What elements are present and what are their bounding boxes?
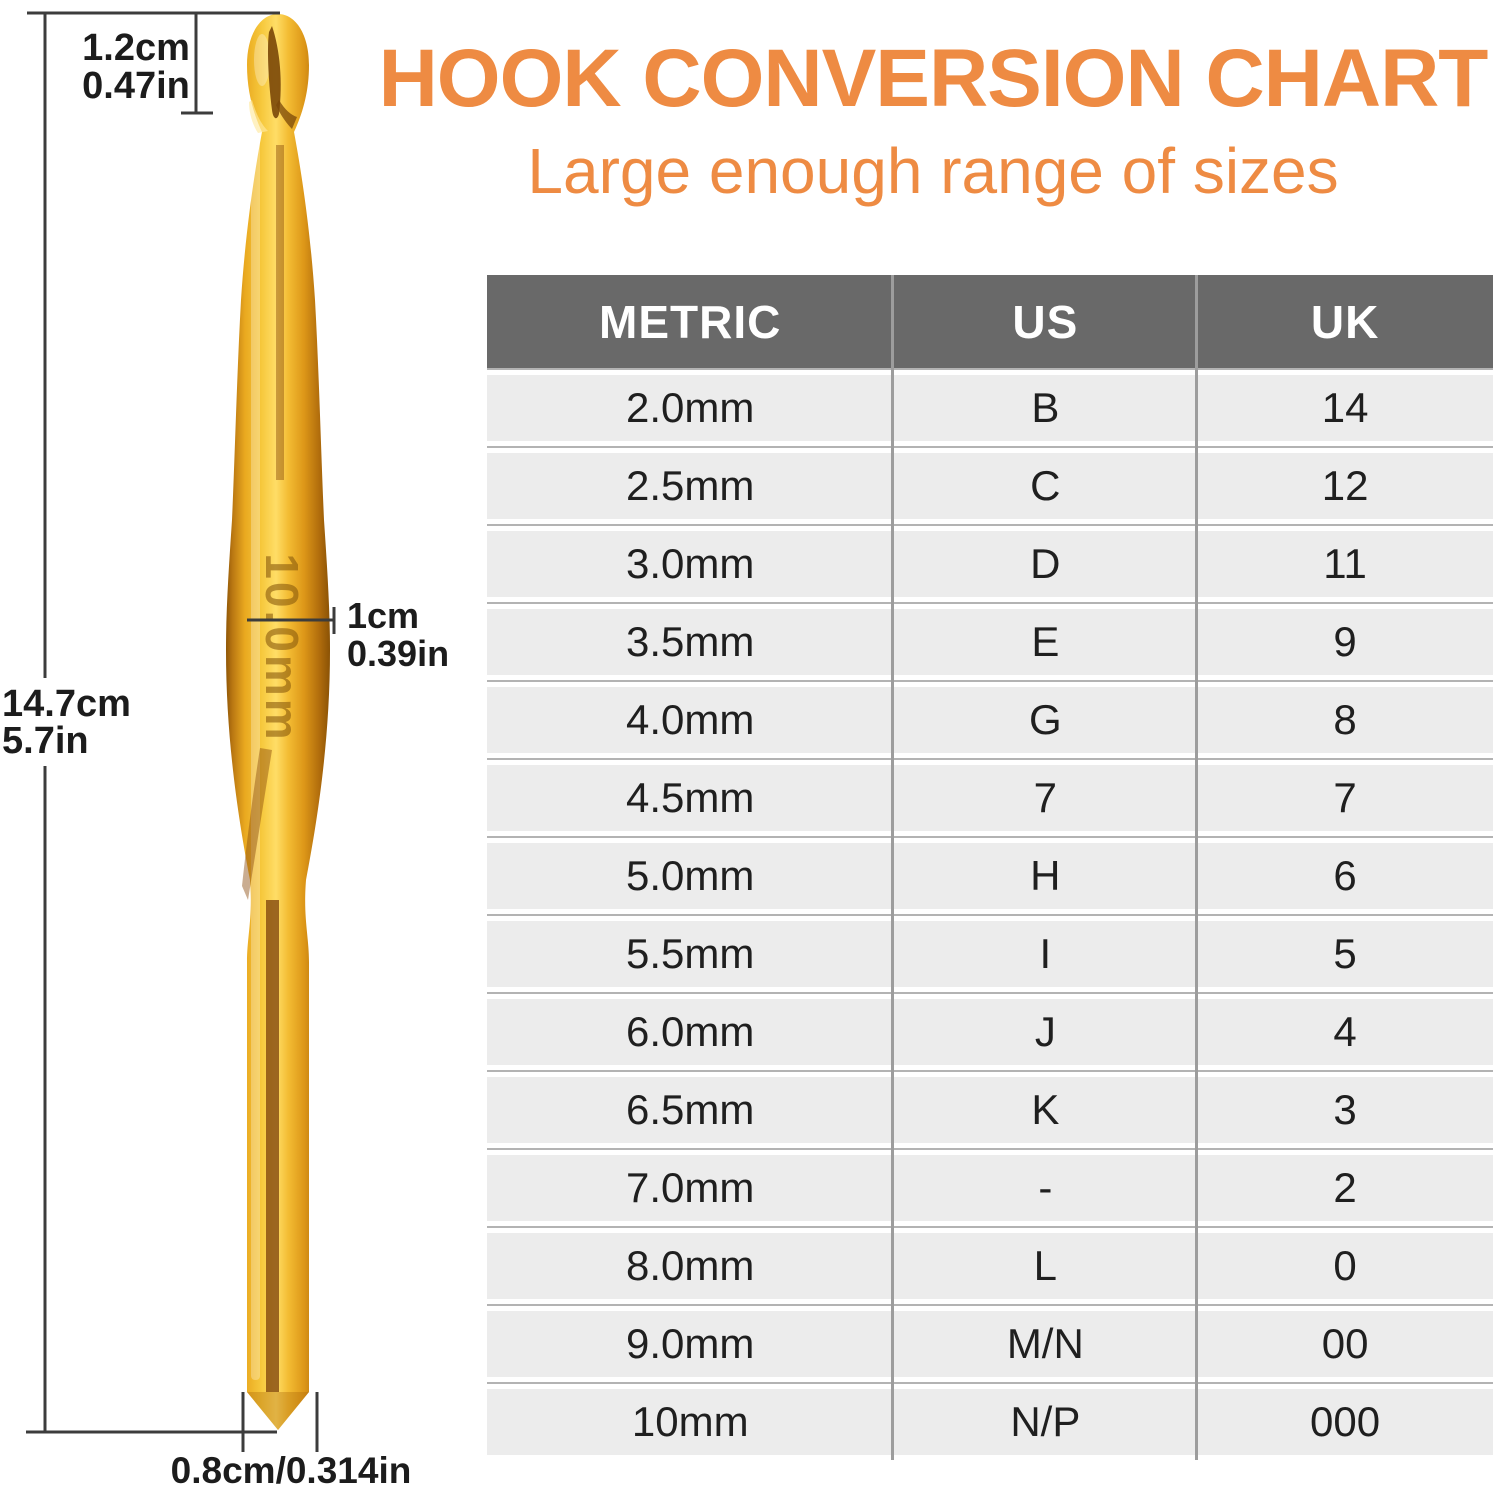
uk-cell: 000 bbox=[1310, 1398, 1381, 1445]
metric-cell: 6.5mm bbox=[626, 1086, 755, 1133]
uk-cell: 2 bbox=[1333, 1164, 1357, 1211]
us-cell: B bbox=[1031, 384, 1060, 431]
total-length-cm-label: 14.7cm bbox=[2, 683, 131, 725]
uk-cell: 4 bbox=[1333, 1008, 1357, 1055]
us-cell: D bbox=[1030, 540, 1061, 587]
table-row: 4.0mm G 8 bbox=[487, 680, 1493, 758]
tip-shading bbox=[247, 1392, 309, 1430]
table-row: 8.0mm L 0 bbox=[487, 1226, 1493, 1304]
table-row: 2.0mm B 14 bbox=[487, 368, 1493, 446]
uk-cell: 11 bbox=[1323, 540, 1367, 587]
metric-cell: 7.0mm bbox=[626, 1164, 755, 1211]
table-row: 10mm N/P 000 bbox=[487, 1382, 1493, 1460]
us-cell: 7 bbox=[1033, 774, 1057, 821]
crochet-hook-illustration: 10.0mm bbox=[226, 14, 330, 1430]
table-row: 6.5mm K 3 bbox=[487, 1070, 1493, 1148]
metric-cell: 4.0mm bbox=[626, 696, 755, 743]
grip-width-in-label: 0.39in bbox=[347, 633, 449, 674]
table-row: 5.0mm H 6 bbox=[487, 836, 1493, 914]
hook-slit-fork bbox=[276, 100, 297, 129]
us-cell: C bbox=[1030, 462, 1061, 509]
metric-cell: 5.5mm bbox=[626, 930, 755, 977]
table-row: 5.5mm I 5 bbox=[487, 914, 1493, 992]
table-row: 9.0mm M/N 00 bbox=[487, 1304, 1493, 1382]
table-row: 4.5mm 7 7 bbox=[487, 758, 1493, 836]
uk-cell: 3 bbox=[1333, 1086, 1357, 1133]
dimension-labels: 1.2cm 0.47in 14.7cm 5.7in 1cm 0.39in 0.8… bbox=[2, 27, 449, 1491]
metric-cell: 9.0mm bbox=[626, 1320, 755, 1367]
page-title: HOOK CONVERSION CHART bbox=[378, 33, 1489, 124]
us-cell: G bbox=[1028, 696, 1062, 743]
metric-cell: 3.0mm bbox=[626, 540, 755, 587]
table-row: 2.5mm C 12 bbox=[487, 446, 1493, 524]
table-row: 6.0mm J 4 bbox=[487, 992, 1493, 1070]
us-cell: K bbox=[1031, 1086, 1060, 1133]
table-row: 7.0mm - 2 bbox=[487, 1148, 1493, 1226]
head-length-cm-label: 1.2cm bbox=[82, 27, 190, 69]
lower-shaft-streak bbox=[266, 900, 279, 1392]
head-highlight bbox=[254, 34, 270, 86]
hook-highlight bbox=[251, 140, 260, 1380]
us-cell: M/N bbox=[1006, 1320, 1084, 1367]
title-block: HOOK CONVERSION CHART Large enough range… bbox=[372, 33, 1494, 207]
metric-cell: 10mm bbox=[631, 1398, 749, 1445]
table-row: 3.5mm E 9 bbox=[487, 602, 1493, 680]
us-cell: N/P bbox=[1010, 1398, 1081, 1445]
us-cell: J bbox=[1034, 1008, 1056, 1055]
uk-cell: 9 bbox=[1333, 618, 1357, 665]
column-header-us: US bbox=[1012, 295, 1079, 348]
uk-cell: 0 bbox=[1333, 1242, 1357, 1289]
page-subtitle: Large enough range of sizes bbox=[527, 135, 1339, 207]
head-length-in-label: 0.47in bbox=[82, 65, 190, 107]
upper-shaft-streak bbox=[276, 145, 284, 480]
uk-cell: 7 bbox=[1333, 774, 1357, 821]
metric-cell: 2.5mm bbox=[626, 462, 755, 509]
engraved-size-label: 10.0mm bbox=[256, 553, 308, 742]
uk-cell: 5 bbox=[1333, 930, 1357, 977]
metric-cell: 3.5mm bbox=[626, 618, 755, 665]
uk-cell: 12 bbox=[1321, 462, 1369, 509]
grip-shadow bbox=[242, 748, 272, 900]
us-cell: - bbox=[1038, 1164, 1053, 1211]
column-divider-1 bbox=[891, 275, 895, 1460]
column-header-uk: UK bbox=[1310, 295, 1380, 348]
hook-body bbox=[226, 14, 330, 1430]
table-header-row: METRIC US UK bbox=[487, 275, 1493, 368]
uk-cell: 6 bbox=[1333, 852, 1357, 899]
table-row: 3.0mm D 11 bbox=[487, 524, 1493, 602]
hook-diagram: 10.0mm 1.2cm 0.47in 14.7cm 5.7in 1cm 0.3… bbox=[2, 11, 449, 1491]
us-cell: I bbox=[1039, 930, 1052, 977]
hook-slit bbox=[268, 26, 281, 119]
us-cell: L bbox=[1033, 1242, 1057, 1289]
dimension-lines bbox=[26, 11, 336, 1452]
tip-width-label: 0.8cm/0.314in bbox=[171, 1450, 412, 1491]
throat-facet bbox=[249, 100, 268, 133]
column-divider-2 bbox=[1195, 275, 1199, 1460]
us-cell: H bbox=[1030, 852, 1061, 899]
uk-cell: 8 bbox=[1333, 696, 1357, 743]
total-length-in-label: 5.7in bbox=[2, 720, 89, 762]
metric-cell: 6.0mm bbox=[626, 1008, 755, 1055]
us-cell: E bbox=[1031, 618, 1060, 665]
metric-cell: 2.0mm bbox=[626, 384, 755, 431]
uk-cell: 14 bbox=[1321, 384, 1369, 431]
column-header-metric: METRIC bbox=[599, 295, 782, 348]
uk-cell: 00 bbox=[1321, 1320, 1369, 1367]
metric-cell: 4.5mm bbox=[626, 774, 755, 821]
metric-cell: 5.0mm bbox=[626, 852, 755, 899]
conversion-table: METRIC US UK 2.0mm B 14 2.5mm C 12 3.0mm… bbox=[487, 275, 1493, 1460]
grip-width-cm-label: 1cm bbox=[347, 595, 419, 636]
metric-cell: 8.0mm bbox=[626, 1242, 755, 1289]
